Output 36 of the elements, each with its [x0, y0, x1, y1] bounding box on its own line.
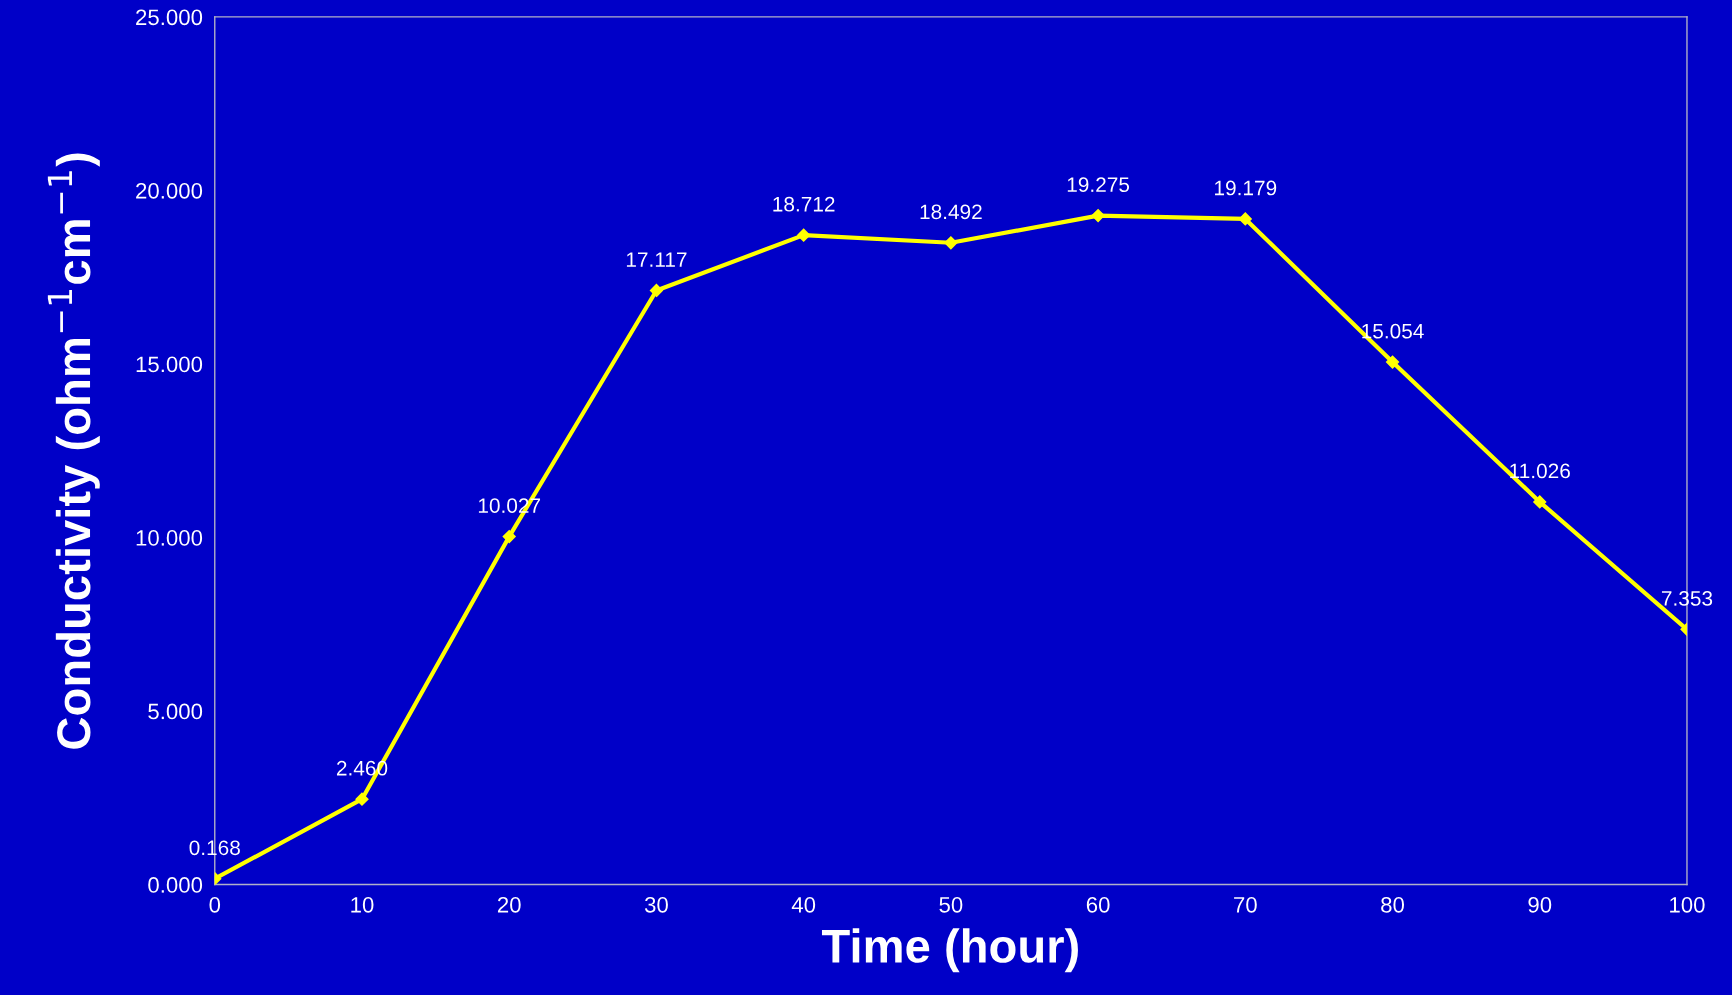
y-tick-label: 5.000 — [148, 703, 203, 720]
x-tick-label: 20 — [497, 896, 521, 913]
point — [355, 792, 369, 806]
x-tick-label: 0 — [209, 896, 221, 913]
y-tick-label: 25.000 — [136, 9, 203, 26]
text: 7.353 — [1661, 591, 1713, 606]
text: 19.275 — [1067, 177, 1130, 193]
x-tick-label: 80 — [1381, 896, 1405, 913]
point — [1091, 209, 1105, 223]
y-axis-title: Conductivity (ohm$^{−1}$cm$^{−1}$) — [47, 153, 100, 749]
point — [502, 529, 516, 544]
point — [797, 228, 811, 242]
text: 19.179 — [1215, 180, 1277, 196]
x-tick-label: 60 — [1086, 896, 1110, 913]
point — [649, 283, 664, 298]
point — [944, 236, 958, 250]
x-tick-label: 90 — [1528, 896, 1552, 913]
x-tick-label: 50 — [939, 896, 963, 913]
text: 15.054 — [1362, 323, 1424, 339]
point — [1238, 212, 1252, 226]
x-tick-label: 70 — [1234, 896, 1257, 913]
x-tick-label: 40 — [791, 896, 816, 913]
text: 11.026 — [1510, 463, 1570, 479]
text: 17.117 — [626, 252, 687, 267]
x-tick-label: 30 — [644, 896, 668, 913]
y-tick-label: 0.000 — [148, 877, 203, 893]
text: 18.492 — [920, 204, 982, 220]
text: 18.712 — [773, 196, 835, 212]
x-tick-label: 10 — [351, 896, 374, 913]
y-tick-label: 10.000 — [136, 530, 203, 546]
x-axis-title: Time (hour) — [821, 928, 1078, 973]
y-tick-label: 20.000 — [136, 182, 203, 199]
point — [1385, 355, 1400, 369]
point — [1533, 495, 1547, 509]
x-tick-label: 100 — [1670, 896, 1705, 913]
y-tick-label: 15.000 — [136, 356, 203, 373]
